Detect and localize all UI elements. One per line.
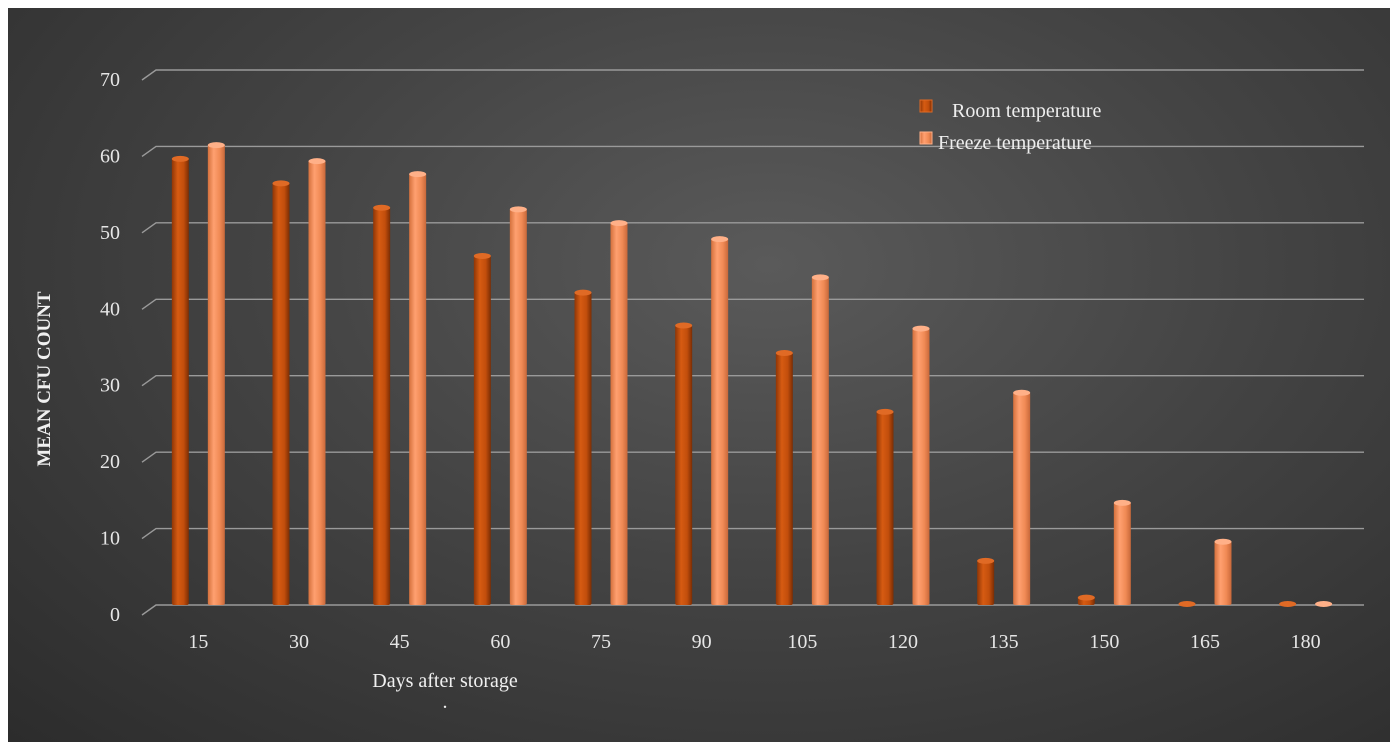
bar-freeze-temperature bbox=[409, 173, 427, 605]
chart-area: 0 10 20 30 40 50 60 70 15 30 45 60 75 90 105 120 135 150… bbox=[8, 8, 1390, 742]
bar-freeze-temperature bbox=[1214, 540, 1232, 605]
x-tick-label: 60 bbox=[490, 631, 510, 653]
x-tick-label: 105 bbox=[787, 631, 817, 653]
bars bbox=[171, 142, 1333, 607]
bar-top bbox=[1077, 594, 1095, 601]
y-tick-label: 70 bbox=[100, 69, 120, 91]
y-tick-label: 0 bbox=[110, 604, 120, 626]
bar-top bbox=[811, 274, 829, 281]
bar-freeze-temperature bbox=[1013, 391, 1031, 605]
bar-room-temperature bbox=[775, 352, 793, 605]
x-tick-label: 165 bbox=[1190, 631, 1220, 653]
x-axis-title: Days after storage bbox=[372, 670, 518, 692]
bar-top bbox=[1315, 601, 1333, 607]
x-axis-note: . bbox=[443, 691, 448, 713]
bar-top bbox=[473, 252, 491, 259]
bar-room-temperature bbox=[473, 254, 491, 605]
gridline bbox=[141, 451, 1364, 463]
x-tick-label: 75 bbox=[591, 631, 611, 653]
bar-top bbox=[171, 155, 189, 162]
bar-room-temperature bbox=[574, 291, 592, 605]
bar-room-temperature bbox=[272, 182, 290, 605]
y-tick-label: 40 bbox=[100, 298, 120, 320]
bar-top bbox=[1178, 601, 1196, 607]
legend-label-room: Room temperature bbox=[952, 100, 1102, 122]
y-tick-label: 60 bbox=[100, 145, 120, 167]
bar-room-temperature bbox=[675, 324, 693, 605]
x-tick-label: 90 bbox=[692, 631, 712, 653]
x-tick-label: 180 bbox=[1291, 631, 1321, 653]
bar-top bbox=[574, 289, 592, 296]
y-tick-label: 30 bbox=[100, 375, 120, 397]
bar-room-temperature bbox=[171, 157, 189, 605]
gridline bbox=[141, 298, 1364, 310]
x-axis-ticks: 15 30 45 60 75 90 105 120 135 150 165 180 bbox=[188, 631, 1320, 653]
legend-label-freeze: Freeze temperature bbox=[938, 132, 1092, 154]
gridline bbox=[141, 145, 1364, 157]
bar-top bbox=[509, 206, 527, 213]
bar-room-temperature bbox=[977, 559, 995, 605]
bar-top bbox=[1279, 601, 1297, 607]
legend-swatch-room bbox=[919, 99, 933, 113]
x-tick-label: 120 bbox=[888, 631, 918, 653]
gridline bbox=[141, 527, 1364, 540]
bar-room-temperature bbox=[876, 410, 894, 605]
bar-top bbox=[711, 236, 729, 243]
gridline bbox=[141, 604, 1364, 616]
bar-top bbox=[610, 220, 628, 227]
gridlines bbox=[141, 69, 1364, 616]
bar-top bbox=[1013, 389, 1031, 396]
legend: Room temperature Freeze temperature bbox=[919, 99, 1102, 154]
gridline bbox=[141, 69, 1364, 81]
bar-freeze-temperature bbox=[711, 238, 729, 605]
y-tick-label: 50 bbox=[100, 222, 120, 244]
gridline bbox=[141, 222, 1364, 234]
x-tick-label: 135 bbox=[989, 631, 1019, 653]
x-tick-label: 15 bbox=[188, 631, 208, 653]
y-tick-label: 10 bbox=[100, 528, 120, 550]
bar-top bbox=[1113, 499, 1131, 506]
y-axis-title: MEAN CFU COUNT bbox=[34, 291, 55, 467]
bar-freeze-temperature bbox=[308, 160, 326, 605]
bar-freeze-temperature bbox=[912, 327, 930, 605]
bar-top bbox=[272, 180, 290, 187]
bar-top bbox=[373, 204, 391, 211]
x-tick-label: 150 bbox=[1089, 631, 1119, 653]
bar-freeze-temperature bbox=[509, 208, 527, 606]
y-axis-ticks: 0 10 20 30 40 50 60 70 bbox=[100, 69, 120, 626]
bar-freeze-temperature bbox=[610, 222, 628, 606]
bar-top bbox=[1214, 538, 1232, 545]
y-tick-label: 20 bbox=[100, 451, 120, 473]
bar-freeze-temperature bbox=[207, 144, 225, 605]
bar-freeze-temperature bbox=[1113, 501, 1131, 605]
bar-chart: 0 10 20 30 40 50 60 70 15 30 45 60 75 90 105 120 135 150… bbox=[34, 69, 1364, 713]
x-tick-label: 45 bbox=[390, 631, 410, 653]
gridline bbox=[141, 375, 1364, 387]
bar-top bbox=[775, 350, 793, 357]
bar-top bbox=[977, 557, 995, 564]
bar-top bbox=[207, 142, 225, 149]
bar-freeze-temperature bbox=[811, 276, 829, 605]
bar-top bbox=[876, 408, 894, 415]
bar-top bbox=[409, 171, 427, 178]
x-tick-label: 30 bbox=[289, 631, 309, 653]
bar-top bbox=[912, 325, 930, 332]
bar-room-temperature bbox=[373, 206, 391, 606]
bar-top bbox=[308, 158, 326, 165]
bar-top bbox=[675, 322, 693, 329]
legend-swatch-freeze bbox=[919, 131, 933, 145]
